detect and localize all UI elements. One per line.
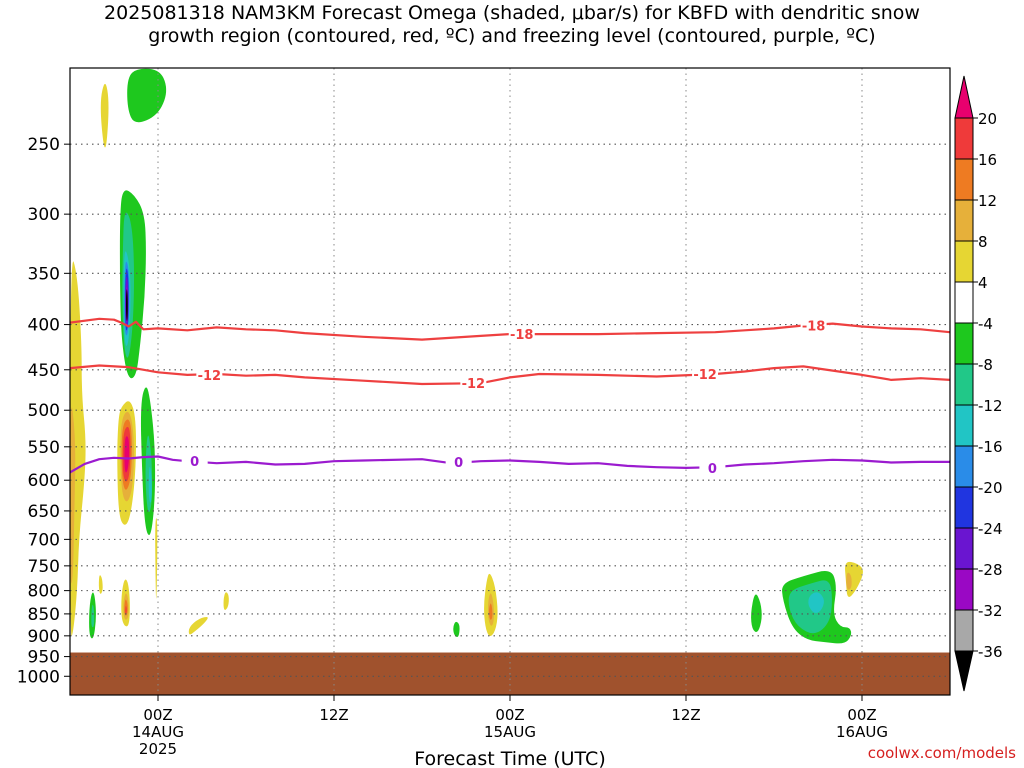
contour-label-bg [800,317,827,333]
contour-label-bg [181,453,208,469]
contour-label-bg [445,453,472,469]
y-tick-label: 850 [28,605,60,625]
colorbar-swatch [954,199,974,242]
contour-label: -12 [693,368,717,383]
omega-shaded-region [98,575,103,594]
x-tick-date: 15AUG [484,723,536,741]
y-tick-label: 700 [28,530,60,550]
colorbar-label: -16 [978,438,1003,456]
colorbar-label: -32 [978,602,1003,620]
contour-label: -18 [802,320,826,335]
x-tick-label: 00Z [143,706,172,724]
y-tick-label: 800 [28,582,60,602]
y-tick-label: 550 [28,438,60,458]
colorbar-min-arrow [954,650,974,692]
omega-shaded-region [488,603,493,620]
omega-shaded-region [91,604,95,628]
x-tick-date: 14AUG [132,723,184,741]
contour-label: 0 [454,456,463,471]
chart-title-line-1: 2025081318 NAM3KM Forecast Omega (shaded… [104,2,920,24]
colorbar-swatch [954,363,974,406]
colorbar-label: 20 [978,110,997,128]
gridlines [70,68,950,695]
colorbar-label: 4 [978,274,988,292]
colorbar-label: 16 [978,151,997,169]
colorbar-swatch [954,609,974,652]
x-tick-label: 00Z [847,706,876,724]
colorbar-label: 12 [978,192,997,210]
colorbar-swatch [954,568,974,611]
y-tick-label: 750 [28,557,60,577]
omega-shaded-region [126,289,128,321]
colorbar-swatch [954,445,974,488]
contour-label: -12 [462,377,486,392]
y-tick-label: 1000 [17,667,60,687]
y-tick-label: 600 [28,471,60,491]
omega-shading-layer [70,68,863,644]
contour-label-bg [508,326,535,342]
contour-label: -18 [510,328,534,343]
omega-shaded-region [125,606,127,614]
colorbar-label: -4 [978,315,993,333]
omega-shaded-region [846,572,852,590]
omega-shaded-region [100,83,109,148]
colorbar-label: -12 [978,397,1003,415]
y-tick-label: 450 [28,361,60,381]
omega-shaded-region [124,436,130,473]
y-tick-label: 250 [28,135,60,155]
colorbar-swatch [954,158,974,201]
y-tick-label: 900 [28,627,60,647]
omega-shaded-region [453,621,460,638]
contour-layer: -18 -18 -12 -12 -12 0 0 0 [70,317,950,477]
contour-line [70,364,950,386]
colorbar-swatch [954,404,974,447]
y-tick-label: 350 [28,264,60,284]
chart-title-line-2: growth region (contoured, red, ºC) and f… [148,25,876,47]
colorbar-swatch [954,117,974,160]
x-tick-year: 2025 [139,740,177,758]
omega-shaded-region [223,592,229,610]
y-tick-label: 650 [28,502,60,522]
colorbar-label: -36 [978,643,1003,661]
omega-shaded-region [188,616,208,635]
contour-label-bg [460,375,487,391]
colorbar-swatch [954,322,974,365]
omega-shaded-region [148,467,152,503]
x-tick-label: 00Z [495,706,524,724]
contour-label: -12 [198,369,222,384]
contour-label-bg [692,366,719,382]
colorbar-swatch [954,240,974,283]
omega-shaded-region [155,518,158,599]
colorbar: 20 16 12 8 4 -4 -8 -12 -16 -20 -24 -28 -32 -36 [954,75,1003,692]
omega-shaded-region [751,594,762,632]
x-axis-label: Forecast Time (UTC) [414,748,605,768]
axes: 2503003504004505005506006507007508008509… [17,135,888,758]
chart-title: 2025081318 NAM3KM Forecast Omega (shaded… [0,2,1024,48]
colorbar-swatch [954,486,974,529]
x-tick-label: 12Z [319,706,348,724]
colorbar-swatch [954,281,974,324]
colorbar-max-arrow [954,75,974,119]
x-tick-date: 16AUG [836,723,888,741]
y-tick-label: 400 [28,316,60,336]
colorbar-label: -24 [978,520,1003,538]
x-tick-label: 12Z [671,706,700,724]
omega-shaded-region [808,592,824,614]
contour-label: 0 [708,462,717,477]
y-tick-label: 300 [28,205,60,225]
y-tick-label: 500 [28,401,60,421]
colorbar-label: 8 [978,233,988,251]
contour-label-bg [196,366,223,382]
colorbar-label: -28 [978,561,1003,579]
colorbar-swatch [954,527,974,570]
y-tick-label: 950 [28,648,60,668]
colorbar-label: -20 [978,479,1003,497]
colorbar-label: -8 [978,356,993,374]
contour-label: 0 [190,455,199,470]
omega-shaded-region [127,68,167,123]
site-credit: coolwx.com/models [868,744,1016,762]
omega-shaded-region [70,261,86,636]
contour-label-bg [699,459,726,475]
